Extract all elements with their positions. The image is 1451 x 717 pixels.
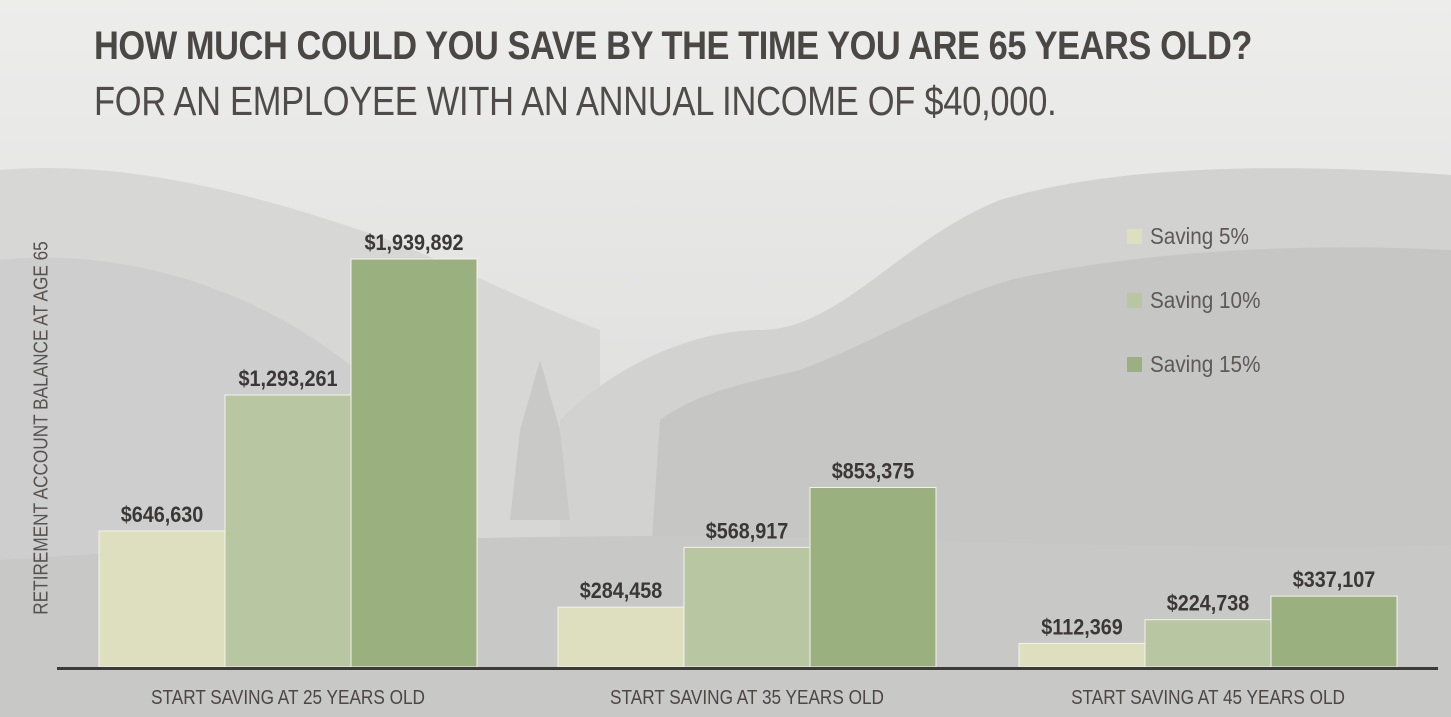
legend-label-saving-5: Saving 5%: [1150, 222, 1249, 249]
legend-swatch-saving-10: [1127, 292, 1142, 308]
bar-saving-10-group-1: [224, 394, 352, 668]
value-label-saving-10-group-3: $224,738: [1167, 592, 1249, 616]
legend-item-saving-15: Saving 15%: [1127, 332, 1273, 396]
value-label-saving-5-group-1: $646,630: [121, 503, 203, 527]
value-label-saving-10-group-1: $1,293,261: [239, 367, 338, 391]
legend-label-saving-15: Saving 15%: [1150, 350, 1261, 377]
bar-saving-5-group-1: [98, 530, 226, 668]
legend-item-saving-10: Saving 10%: [1127, 268, 1273, 332]
value-label-saving-15-group-1: $1,939,892: [365, 231, 464, 255]
bar-saving-10-group-2: [683, 546, 811, 668]
value-label-saving-5-group-3: $112,369: [1041, 615, 1122, 639]
legend-swatch-saving-5: [1127, 228, 1142, 244]
category-label-2: START SAVING AT 35 YEARS OLD: [610, 686, 884, 709]
value-labels-group: $646,630 $1,293,261 $1,939,892 $284,458 $568…: [121, 231, 1375, 640]
legend-item-saving-5: Saving 5%: [1127, 204, 1273, 268]
legend-label-saving-10: Saving 10%: [1150, 286, 1261, 313]
value-label-saving-15-group-3: $337,107: [1293, 568, 1375, 592]
bar-saving-5-group-3: [1018, 642, 1146, 668]
chart-title: HOW MUCH COULD YOU SAVE BY THE TIME YOU …: [94, 24, 1252, 68]
value-label-saving-5-group-2: $284,458: [580, 579, 662, 603]
bar-saving-10-group-3: [1144, 619, 1272, 668]
value-label-saving-15-group-2: $853,375: [832, 460, 915, 484]
value-label-saving-10-group-2: $568,917: [706, 519, 788, 543]
chart-subtitle: FOR AN EMPLOYEE WITH AN ANNUAL INCOME OF…: [94, 78, 1057, 124]
category-label-3: START SAVING AT 45 YEARS OLD: [1071, 686, 1345, 709]
bar-saving-5-group-2: [557, 606, 685, 668]
bars-group: [98, 258, 1398, 668]
bar-saving-15-group-1: [350, 258, 478, 668]
category-label-1: START SAVING AT 25 YEARS OLD: [151, 686, 425, 709]
legend-swatch-saving-15: [1127, 356, 1142, 372]
bar-saving-15-group-3: [1270, 595, 1398, 668]
bar-saving-15-group-2: [809, 487, 937, 668]
legend: Saving 5% Saving 10% Saving 15%: [1127, 204, 1273, 396]
category-labels-group: START SAVING AT 25 YEARS OLD START SAVING…: [151, 686, 1345, 709]
